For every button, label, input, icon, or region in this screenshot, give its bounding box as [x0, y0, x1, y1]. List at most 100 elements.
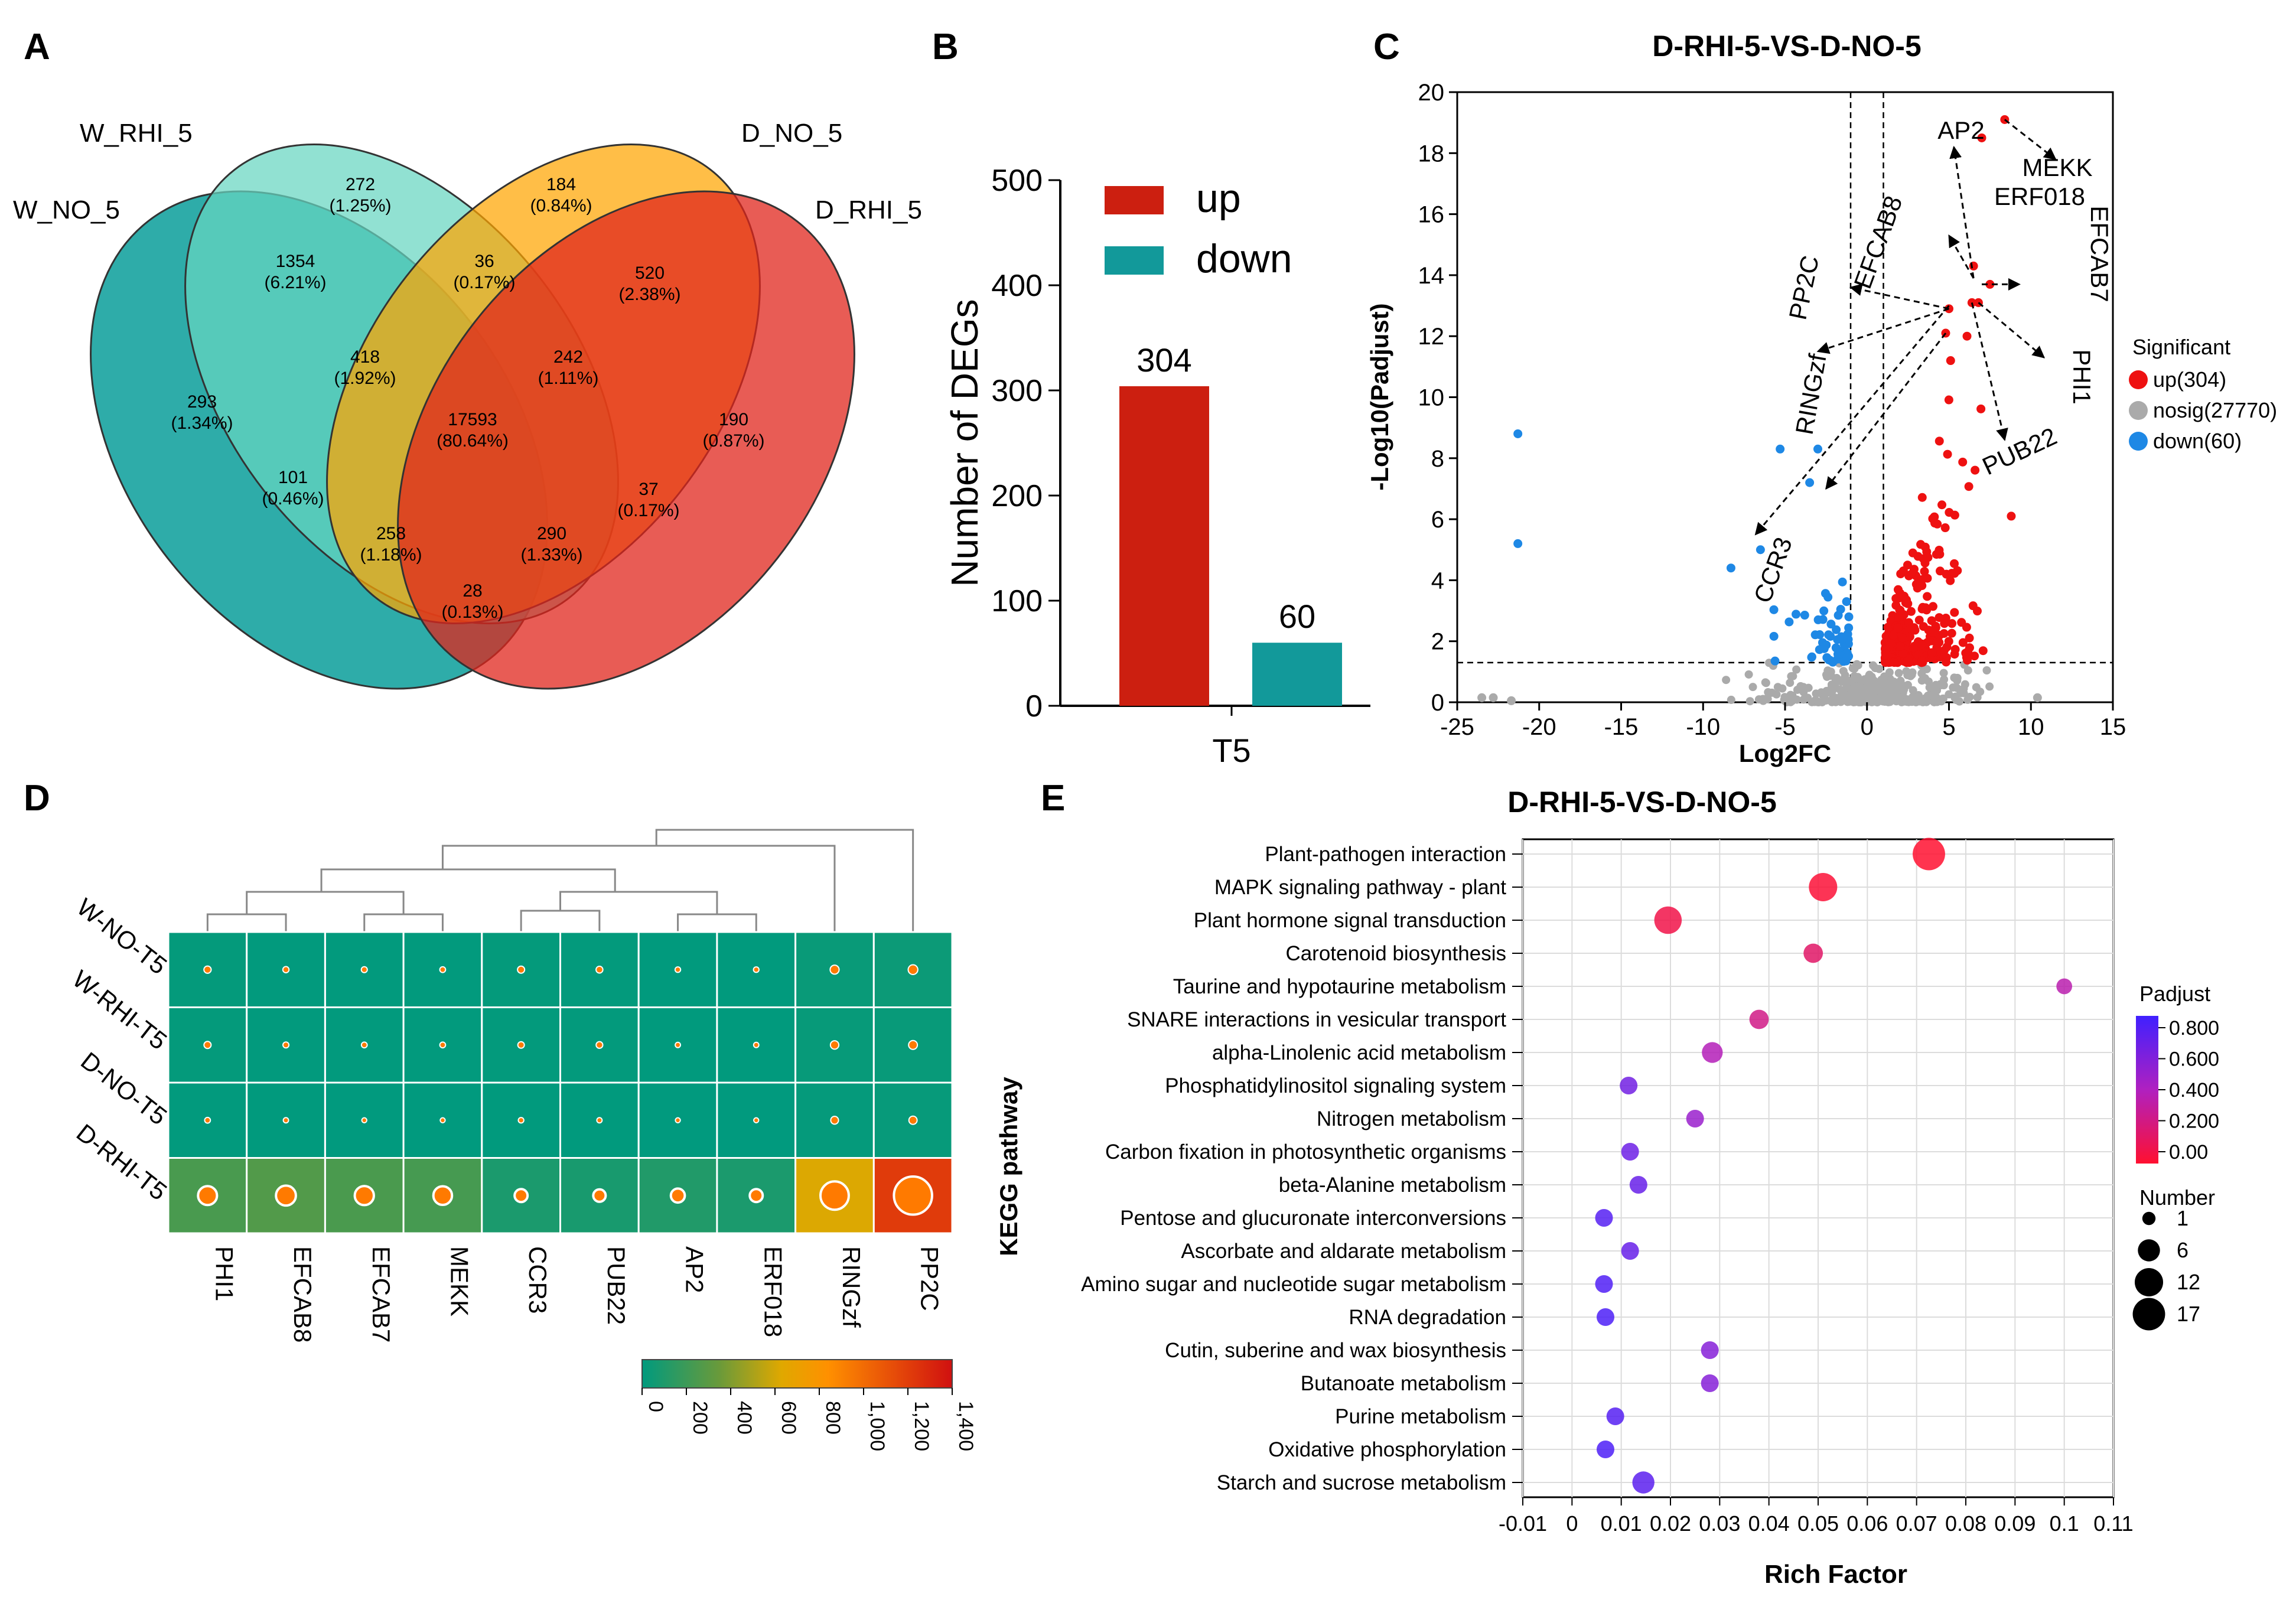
- number-legend-marker: [2142, 1211, 2156, 1226]
- scatter-point-up: [1934, 436, 1944, 446]
- bar-value-label: 304: [1136, 341, 1191, 379]
- heatmap-column-label: RINGzf: [838, 1246, 865, 1328]
- scatter-point-nosig: [1852, 682, 1861, 691]
- scatter-point-up: [1893, 623, 1903, 633]
- scatter-point-up: [1881, 650, 1890, 659]
- scatter-point-up: [1887, 639, 1896, 649]
- pathway-bubble: [1595, 1275, 1613, 1293]
- scatter-point-up: [1970, 651, 1979, 661]
- venn-region-count: 258: [376, 524, 406, 543]
- scatter-point-nosig: [1887, 695, 1896, 703]
- pathway-bubble: [1596, 1308, 1615, 1327]
- pathway-bubble: [1701, 1341, 1719, 1360]
- x-tick-label: 10: [2018, 714, 2044, 740]
- heatmap-bubble: [829, 964, 840, 975]
- scatter-point-up: [1904, 618, 1913, 627]
- scatter-point-nosig: [1744, 670, 1753, 679]
- padj-tick-label: 0.800: [2169, 1017, 2219, 1039]
- venn-region-count: 184: [546, 175, 576, 194]
- scatter-point-up: [1978, 646, 1988, 656]
- scatter-point-up: [1923, 592, 1932, 601]
- scatter-point-down: [1826, 631, 1835, 641]
- scatter-point-down: [1813, 444, 1822, 454]
- scatter-point-up: [1898, 649, 1908, 659]
- heatmap-bubble: [674, 966, 682, 973]
- heatmap-column-label: AP2: [681, 1246, 709, 1293]
- x-tick-label: -25: [1440, 714, 1474, 740]
- pathway-label: Phosphatidylinositol signaling system: [1165, 1074, 1506, 1097]
- annotation-arrow: [1948, 234, 1975, 279]
- scatter-point-nosig: [1745, 697, 1754, 706]
- venn-region-count: 293: [187, 392, 217, 412]
- scatter-point-nosig: [1822, 672, 1831, 681]
- legend-label-up: up: [1196, 176, 1241, 221]
- color-scale-bar: [641, 1359, 953, 1389]
- pathway-label: Carotenoid biosynthesis: [1285, 942, 1506, 965]
- gene-annotation-label: PP2C: [1783, 253, 1824, 322]
- y-axis-label: -Log10(Padjust): [1366, 303, 1393, 490]
- scatter-point-up: [1973, 607, 1982, 616]
- heatmap-bubble: [360, 1041, 368, 1049]
- kegg-title: D-RHI-5-VS-D-NO-5: [1507, 786, 1777, 819]
- scatter-point-down: [1726, 563, 1735, 573]
- deg-bar-chart: 0 100 200 300 400 500 Number of DEGs 304 60 T5…: [943, 164, 1370, 769]
- x-tick-label: 0: [1861, 714, 1874, 740]
- scatter-point-nosig: [1952, 683, 1961, 692]
- venn-region-percent: (0.13%): [441, 602, 503, 622]
- heatmap-bubble: [829, 1040, 840, 1050]
- scatter-point-down: [1842, 597, 1851, 607]
- y-tick-label: 12: [1418, 324, 1445, 350]
- scatter-point-nosig: [1878, 697, 1887, 706]
- scatter-point-up: [1914, 615, 1924, 625]
- panel-letter-a: A: [24, 27, 50, 67]
- x-tick-label: 0.08: [1945, 1511, 1986, 1536]
- padj-tick-label: 0.200: [2169, 1110, 2219, 1133]
- scatter-point-nosig: [1885, 668, 1894, 677]
- pathway-label: Plant-pathogen interaction: [1265, 843, 1506, 866]
- heatmap-bubble: [893, 1175, 933, 1216]
- heatmap-bubble: [675, 1041, 682, 1048]
- scatter-point-up: [1977, 133, 1986, 142]
- x-tick-label: 15: [2100, 714, 2126, 740]
- gene-annotation-label: AP2: [1937, 116, 1984, 144]
- venn-set-label: D_RHI_5: [815, 195, 922, 224]
- heatmap-bubble: [830, 1116, 839, 1125]
- scatter-point-up: [1906, 607, 1916, 616]
- legend-marker: [2129, 432, 2148, 451]
- pathway-bubble: [1629, 1175, 1647, 1194]
- scatter-point-down: [1833, 650, 1842, 659]
- pathway-label: Nitrogen metabolism: [1317, 1107, 1506, 1130]
- gene-annotation-label: MEKK: [2022, 154, 2092, 181]
- heatmap-bubble: [517, 1117, 525, 1124]
- pathway-label: SNARE interactions in vesicular transpor…: [1127, 1008, 1506, 1031]
- heatmap-bubble: [432, 1185, 454, 1207]
- scatter-point-up: [1946, 576, 1955, 585]
- heatmap-cell: [324, 1006, 405, 1084]
- venn-region-percent: (0.87%): [702, 431, 764, 451]
- x-tick-label: 0.07: [1896, 1511, 1937, 1536]
- venn-region-percent: (0.17%): [453, 273, 515, 292]
- scatter-point-down: [1844, 612, 1854, 621]
- scatter-point-down: [1776, 444, 1785, 454]
- scatter-point-up: [1916, 579, 1925, 588]
- scatter-point-down: [1841, 656, 1851, 666]
- scatter-point-up: [1934, 613, 1944, 623]
- heatmap-bubble: [439, 1041, 447, 1049]
- heatmap-bubble: [282, 1041, 290, 1049]
- y-tick-label: 18: [1418, 141, 1445, 167]
- x-tick-label: -10: [1686, 714, 1720, 740]
- scatter-point-down: [1807, 653, 1816, 662]
- scatter-point-nosig: [1792, 665, 1801, 674]
- pathway-label: alpha-Linolenic acid metabolism: [1212, 1041, 1506, 1064]
- x-tick-label: 0.09: [1994, 1511, 2036, 1536]
- legend-label-down: down: [1196, 236, 1292, 281]
- legend-marker: [2129, 401, 2148, 420]
- scatter-point-up: [1950, 510, 1959, 520]
- scatter-point-up: [1957, 618, 1966, 627]
- x-tick-label: 0.05: [1797, 1511, 1839, 1536]
- gene-annotation-label: PUB22: [1978, 422, 2061, 480]
- scatter-point-up: [1917, 640, 1926, 650]
- heatmap-bubble: [819, 1180, 850, 1211]
- venn-region-percent: (1.92%): [334, 369, 396, 388]
- scatter-point-up: [1922, 547, 1932, 556]
